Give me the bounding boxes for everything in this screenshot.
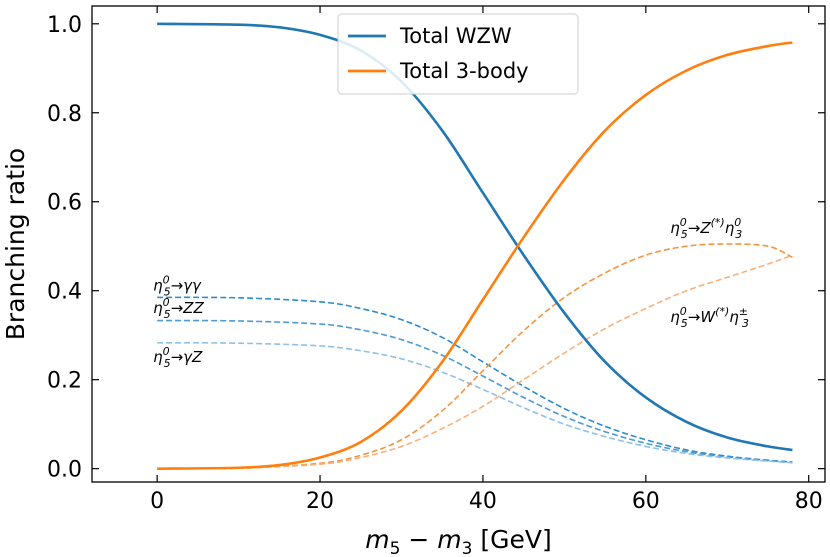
annotation-weta3: η0 5→W(*)η± 3 xyxy=(670,305,749,330)
x-tick-label: 40 xyxy=(469,489,497,514)
series-line-total-wzw xyxy=(157,22,793,452)
series-line-dashed-5 xyxy=(157,243,793,470)
axes-layer: 0 20 40 60 80 0.0 0.2 0.4 0.6 0.8 1.0 m5 − m3 [GeV]… xyxy=(1,5,826,557)
y-tick-label: 0.8 xyxy=(47,102,82,127)
y-tick-label: 0.6 xyxy=(47,191,82,216)
y-tick-label: 0.4 xyxy=(47,280,82,305)
legend-entry-label: Total WZW xyxy=(399,24,512,48)
y-axis-label: Branching ratio xyxy=(1,148,30,340)
x-tick-label: 0 xyxy=(150,489,164,514)
y-tick-label: 0.2 xyxy=(47,369,82,394)
series-line-total-3-body xyxy=(157,41,793,470)
annotation-zz: η0 5→ZZ xyxy=(153,296,204,321)
x-tick-label: 60 xyxy=(632,489,660,514)
annotation-zeta3: η0 5→Z(*)η0 3 xyxy=(670,216,742,241)
plot-layer xyxy=(157,22,793,470)
x-tick-label: 20 xyxy=(306,489,334,514)
axes-frame xyxy=(91,5,826,483)
y-tick-label: 1.0 xyxy=(47,13,82,38)
x-tick-label: 80 xyxy=(795,489,823,514)
series-line-dashed-4 xyxy=(157,341,793,464)
y-tick-label: 0.0 xyxy=(47,458,82,483)
annotation-gz: η0 5→γZ xyxy=(153,345,203,370)
legend-entry-label: Total 3-body xyxy=(399,59,529,83)
legend: Total WZW Total 3-body xyxy=(337,13,579,95)
annotation-gg: η0 5→γγ xyxy=(153,274,202,299)
x-axis-label: m5 − m3 [GeV] xyxy=(365,525,552,557)
series-line-dashed-3 xyxy=(157,319,793,464)
series-line-dashed-6 xyxy=(157,254,793,470)
legend-box xyxy=(337,13,579,95)
